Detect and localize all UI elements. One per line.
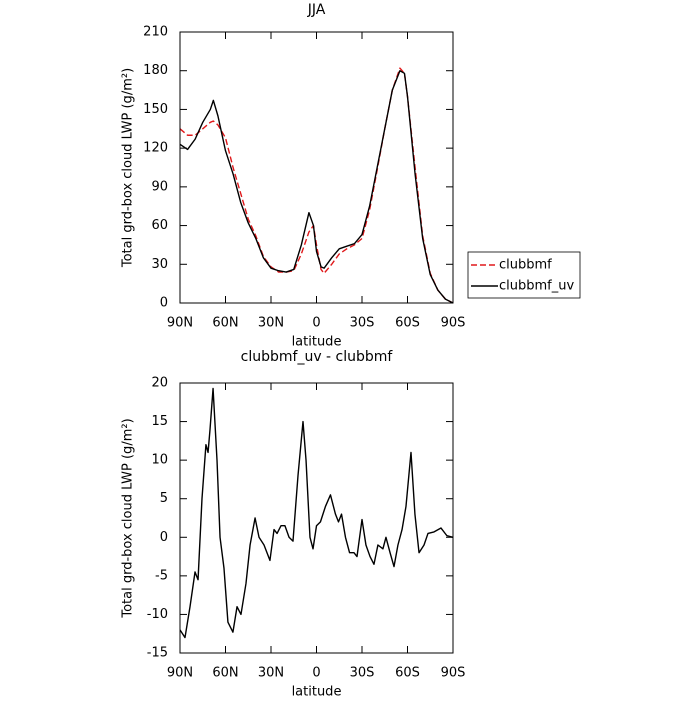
y-tick-label: 10 bbox=[151, 453, 168, 468]
x-tick-label: 60N bbox=[212, 666, 238, 681]
y-tick-label: 90 bbox=[151, 179, 168, 194]
plot-frame bbox=[179, 31, 454, 304]
x-tick-label: 90N bbox=[167, 666, 193, 681]
y-tick-label: 20 bbox=[151, 376, 168, 391]
x-tick-label: 90S bbox=[441, 316, 466, 331]
y-tick-label: 5 bbox=[160, 491, 168, 506]
y-tick-label: 30 bbox=[151, 257, 168, 272]
x-tick-label: 0 bbox=[312, 666, 320, 681]
x-tick-label: 30N bbox=[258, 666, 284, 681]
y-tick-label: 15 bbox=[151, 414, 168, 429]
x-tick-label: 30N bbox=[258, 316, 284, 331]
x-tick-label: 30S bbox=[350, 316, 375, 331]
y-tick-label: -10 bbox=[147, 607, 168, 622]
y-tick-label: -5 bbox=[155, 568, 168, 583]
y-tick-label: 0 bbox=[160, 296, 168, 311]
y-tick-label: 60 bbox=[151, 218, 168, 233]
chart-title: clubbmf_uv - clubbmf bbox=[241, 349, 394, 365]
x-tick-label: 30S bbox=[350, 666, 375, 681]
x-tick-label: 90S bbox=[441, 666, 466, 681]
data-line bbox=[179, 387, 454, 639]
y-axis-label: Total grd-box cloud LWP (g/m²) bbox=[121, 418, 136, 618]
x-axis-label: latitude bbox=[292, 685, 342, 700]
legend-label: clubbmf_uv bbox=[499, 279, 574, 294]
legend-label: clubbmf bbox=[499, 258, 552, 273]
y-tick-label: 120 bbox=[143, 141, 168, 156]
x-tick-label: 90N bbox=[167, 316, 193, 331]
plot-frame bbox=[179, 382, 454, 654]
x-tick-label: 60S bbox=[395, 316, 420, 331]
x-tick-label: 0 bbox=[312, 316, 320, 331]
y-tick-label: 150 bbox=[143, 102, 168, 117]
chart-title: JJA bbox=[307, 2, 326, 18]
legend-frame bbox=[467, 251, 581, 299]
x-tick-label: 60N bbox=[212, 316, 238, 331]
x-axis-label: latitude bbox=[292, 335, 342, 350]
data-line bbox=[179, 70, 454, 304]
y-tick-label: 210 bbox=[143, 25, 168, 40]
data-line bbox=[179, 67, 454, 304]
y-tick-label: -15 bbox=[147, 646, 168, 661]
y-tick-label: 180 bbox=[143, 63, 168, 78]
y-axis-label: Total grd-box cloud LWP (g/m²) bbox=[121, 68, 136, 268]
y-tick-label: 0 bbox=[160, 530, 168, 545]
x-tick-label: 60S bbox=[395, 666, 420, 681]
